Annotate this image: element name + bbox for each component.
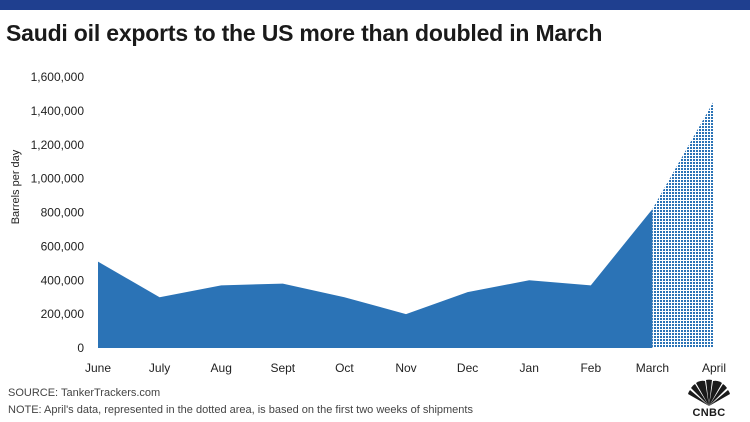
x-tick-label: Aug: [211, 361, 232, 375]
area-series-dotted: [652, 100, 714, 349]
area-series-solid: [98, 209, 653, 348]
y-tick-label: 1,600,000: [31, 70, 85, 84]
x-tick-label: Sept: [270, 361, 295, 375]
note-text: NOTE: April's data, represented in the d…: [8, 404, 473, 416]
peacock-icon: [688, 379, 730, 406]
x-tick-label: June: [85, 361, 111, 375]
x-tick-label: Nov: [395, 361, 416, 375]
x-tick-label: April: [702, 361, 726, 375]
x-tick-label: March: [636, 361, 669, 375]
y-tick-label: 800,000: [41, 206, 85, 220]
x-tick-label: Oct: [335, 361, 354, 375]
y-tick-label: 400,000: [41, 273, 85, 287]
top-bar: [0, 0, 750, 10]
y-axis-title: Barrels per day: [10, 149, 22, 224]
source-text: SOURCE: TankerTrackers.com: [8, 387, 161, 399]
x-tick-label: Jan: [520, 361, 539, 375]
x-tick-label: Feb: [580, 361, 601, 375]
y-tick-label: 1,200,000: [31, 138, 85, 152]
x-tick-label: July: [149, 361, 170, 375]
cnbc-logo: CNBC: [682, 378, 736, 422]
y-tick-label: 1,400,000: [31, 104, 85, 118]
logo-text: CNBC: [692, 407, 726, 419]
chart-title: Saudi oil exports to the US more than do…: [6, 20, 603, 46]
y-tick-label: 1,000,000: [31, 172, 85, 186]
y-tick-label: 0: [77, 341, 84, 355]
x-tick-label: Dec: [457, 361, 478, 375]
y-tick-label: 200,000: [41, 307, 85, 321]
y-tick-label: 600,000: [41, 239, 85, 253]
